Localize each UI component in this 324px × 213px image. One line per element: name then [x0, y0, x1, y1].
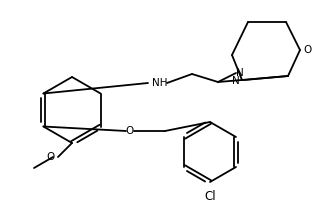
Text: O: O [303, 45, 311, 55]
Text: Cl: Cl [204, 190, 216, 203]
Text: O: O [47, 152, 55, 162]
Text: N: N [232, 76, 240, 86]
Text: N: N [236, 68, 244, 78]
Text: O: O [126, 126, 134, 136]
Text: NH: NH [152, 78, 168, 88]
